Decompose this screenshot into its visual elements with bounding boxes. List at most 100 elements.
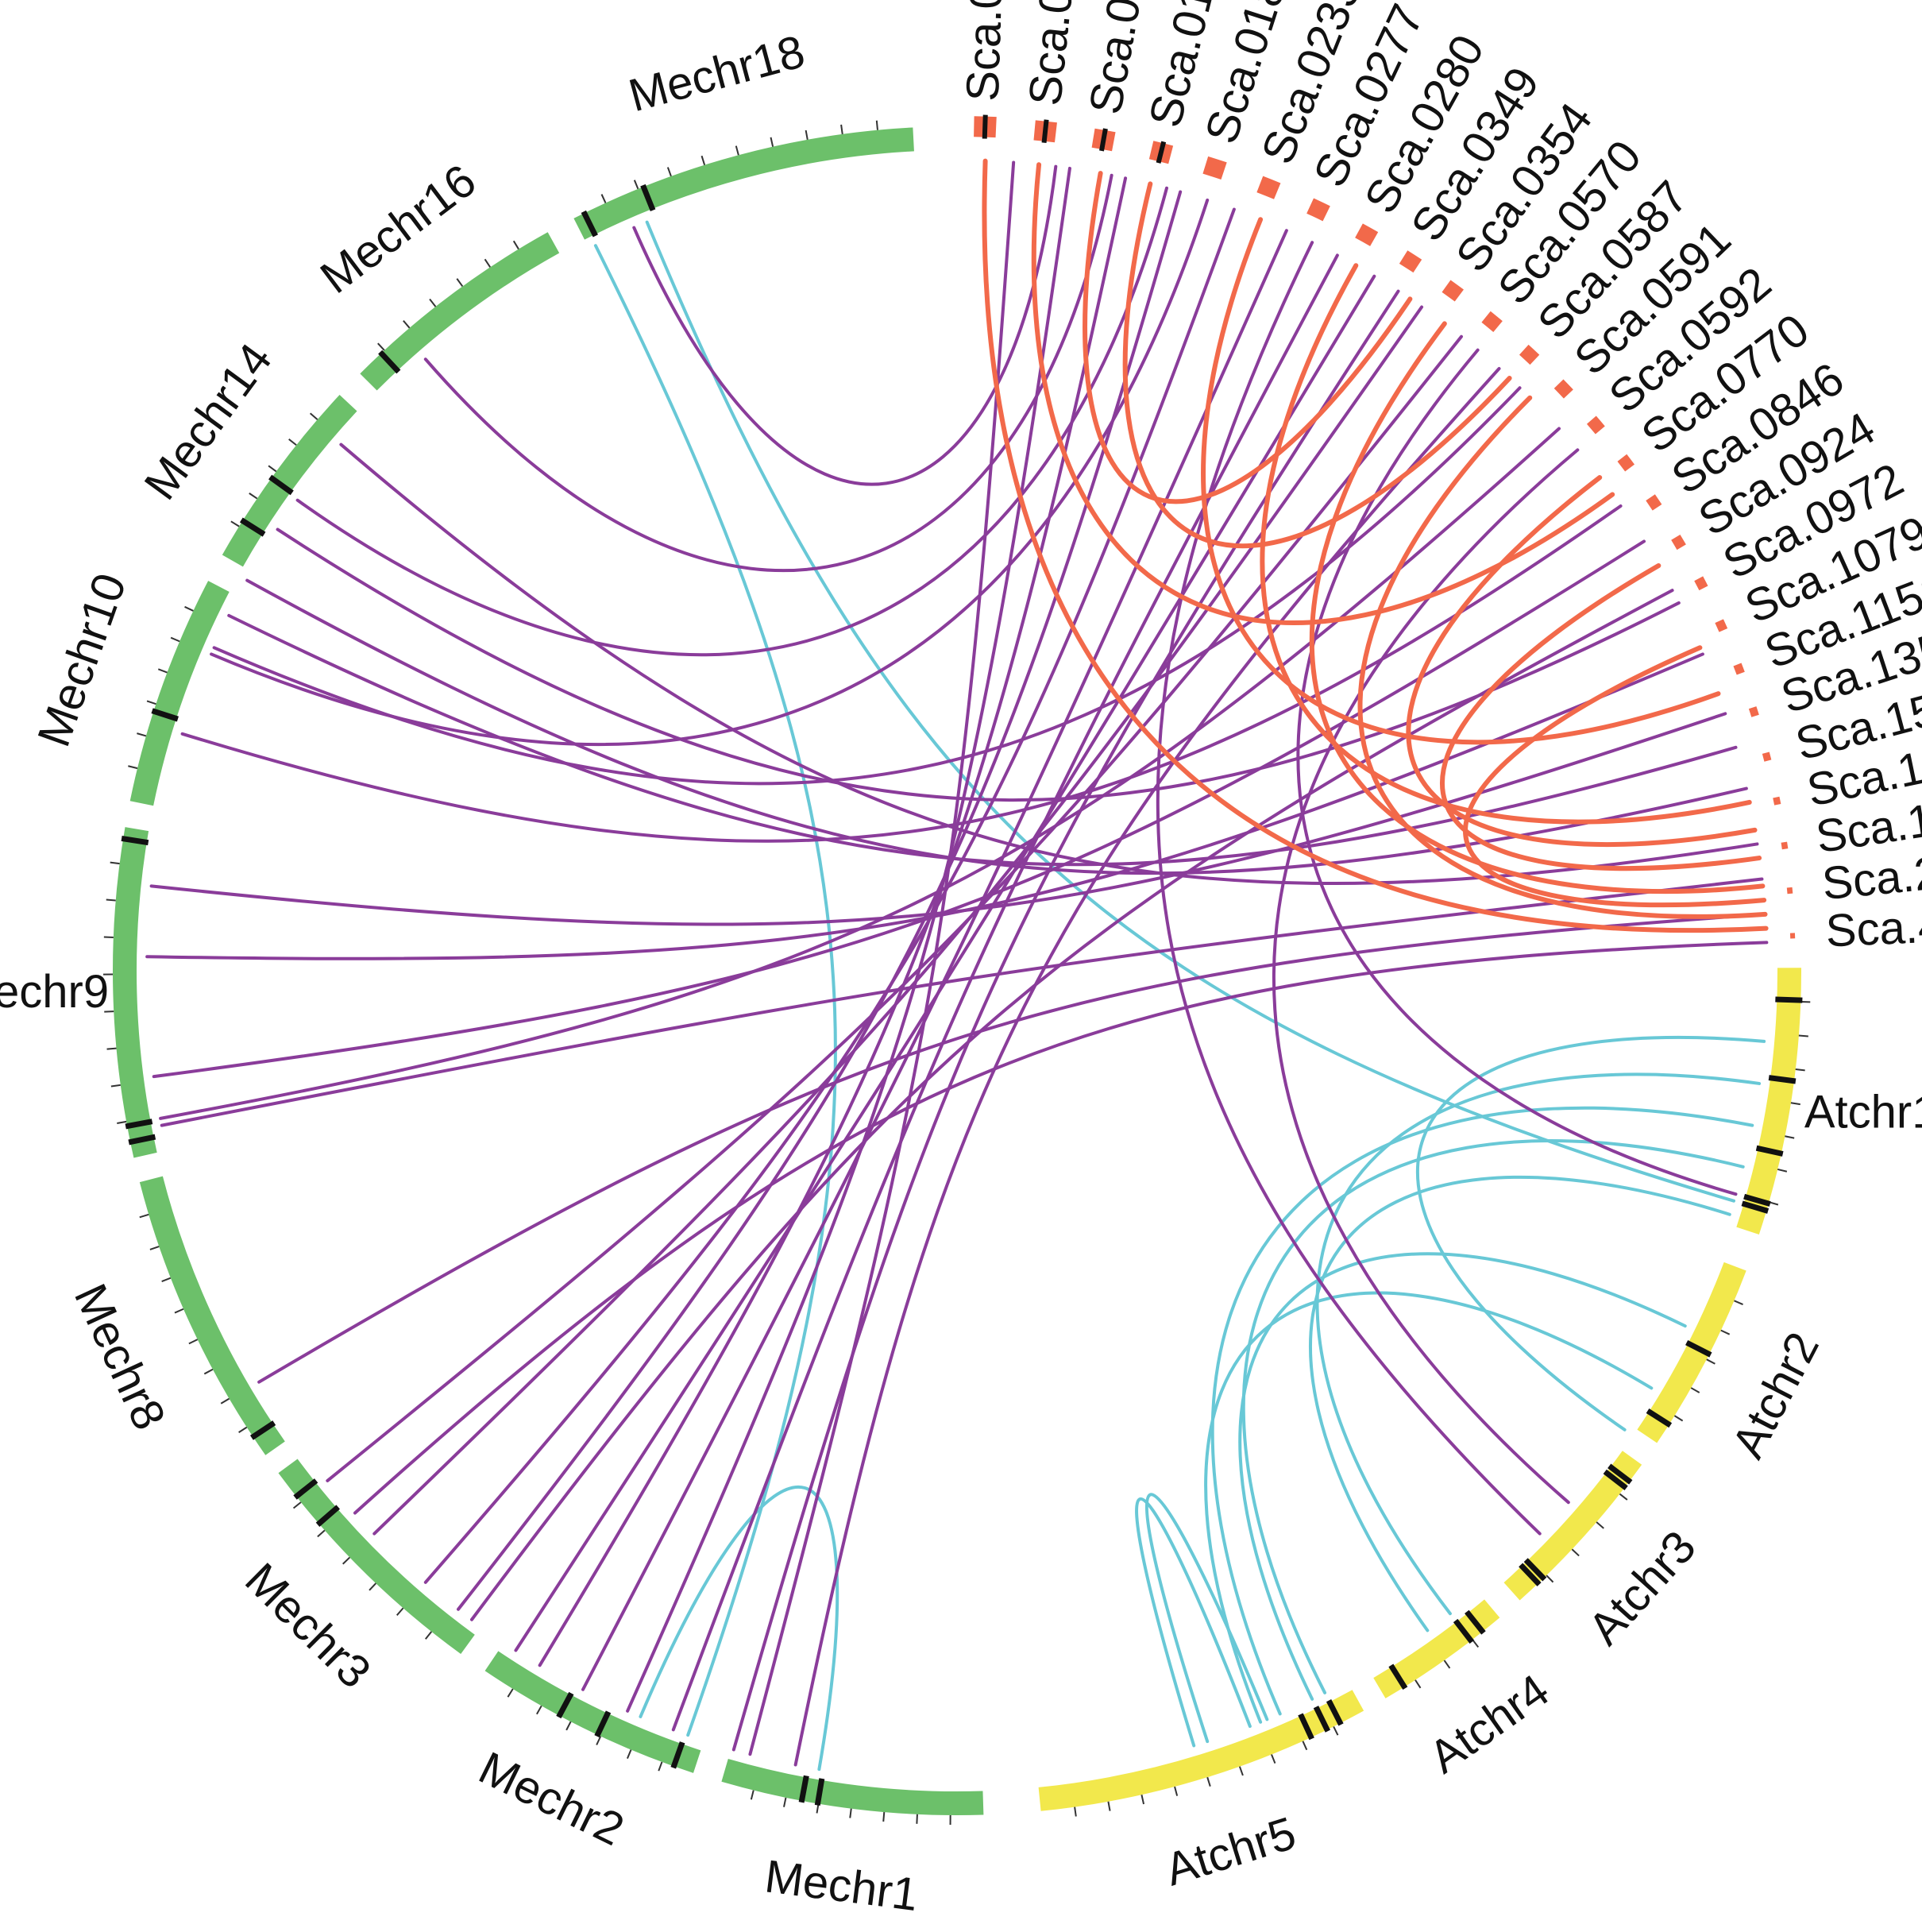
gene-marker	[315, 1505, 341, 1527]
scaffold-sca-1156	[1733, 663, 1745, 675]
segment-tick	[161, 1277, 172, 1283]
segment-tick	[1777, 1168, 1788, 1173]
segment-tick	[565, 1721, 572, 1731]
synteny-link-purple	[1272, 448, 1580, 1505]
segment-tick	[396, 1607, 404, 1616]
scaffold-sca-0233	[1256, 176, 1281, 199]
gene-marker	[1099, 128, 1108, 152]
segment-tick	[1546, 1575, 1554, 1583]
synteny-link-purple	[276, 527, 1681, 802]
gene-marker	[151, 708, 179, 722]
scaffold-sca-0570	[1481, 311, 1503, 332]
synteny-link-cyan	[1241, 1139, 1745, 1694]
gene-marker	[1603, 1469, 1628, 1491]
scaffold-sca-1079	[1715, 619, 1728, 632]
segment-tick	[626, 1749, 632, 1760]
synteny-link-purple	[180, 504, 1623, 843]
scaffold-sca-0277	[1306, 198, 1330, 222]
segment-tick	[146, 700, 156, 705]
synteny-link-cyan	[1309, 1176, 1731, 1633]
segment-tick	[596, 1736, 602, 1745]
segment-tick	[1238, 1766, 1244, 1776]
scaffold-sca-1358	[1748, 706, 1759, 717]
segment-tick	[875, 120, 878, 130]
synteny-links	[145, 158, 1769, 1772]
synteny-link-purple	[372, 305, 1424, 1536]
synteny-link-purple	[671, 253, 1339, 1732]
gene-marker	[814, 1778, 825, 1806]
synteny-link-purple	[245, 578, 1748, 875]
segment-tick	[170, 636, 180, 643]
gene-marker	[121, 835, 149, 846]
segment-tick	[174, 1308, 184, 1314]
label-atchr3: Atchr3	[1578, 1521, 1705, 1655]
scaffold-sca-0846	[1646, 494, 1662, 511]
segment-tick	[342, 1556, 351, 1565]
segment-tick	[600, 194, 607, 203]
label-atchr1: Atchr1	[1804, 1087, 1922, 1138]
segment-tick	[369, 1582, 377, 1591]
segment-tick	[106, 898, 116, 902]
label-mechr3: Mechr3	[235, 1553, 380, 1698]
synteny-link-purple	[1156, 241, 1542, 1536]
synteny-link-orange	[1309, 321, 1766, 895]
segment-tick	[735, 145, 739, 156]
segment-tick	[1206, 1776, 1211, 1787]
synteny-link-orange	[1201, 217, 1721, 745]
segment-tick	[1596, 1521, 1604, 1529]
segment-tick	[849, 1808, 852, 1818]
segment-tick	[288, 439, 297, 446]
segment-tick	[666, 167, 672, 177]
segment-tick	[1174, 1786, 1179, 1796]
synteny-link-cyan	[1135, 1497, 1252, 1748]
segment-tick	[220, 1397, 230, 1405]
segment-tick	[104, 1010, 114, 1013]
segment-tick	[1795, 1068, 1805, 1072]
gene-marker	[670, 1741, 685, 1769]
segment-atchr5	[1038, 1690, 1364, 1811]
scaffold-sca-0349	[1399, 250, 1422, 273]
synteny-link-purple	[295, 186, 1168, 657]
segment-mechr3	[278, 1459, 475, 1654]
synteny-link-orange	[1406, 475, 1758, 848]
segment-mechr14	[222, 395, 357, 567]
segment-tick	[456, 278, 464, 288]
segment-tick	[1790, 1102, 1800, 1106]
gene-marker	[249, 1420, 276, 1440]
label-atchr4: Atchr4	[1420, 1664, 1558, 1783]
segment-tick	[1333, 1725, 1339, 1736]
synteny-link-cyan	[1210, 1106, 1754, 1716]
segment-tick	[882, 1811, 886, 1822]
segment-tick	[536, 1705, 542, 1715]
synteny-link-orange	[1357, 395, 1768, 919]
segment-tick	[238, 1426, 248, 1433]
scaffold-sca-1583	[1773, 796, 1781, 806]
synteny-link-cyan	[1204, 1291, 1654, 1724]
segment-tick	[1734, 1300, 1743, 1305]
gene-marker	[1465, 1609, 1486, 1635]
segment-tick	[110, 861, 120, 865]
segment-tick	[484, 258, 492, 268]
synteny-link-purple	[1296, 348, 1738, 1196]
segment-mechr1	[721, 1758, 984, 1816]
label-atchr5: Atchr5	[1160, 1807, 1302, 1896]
segment-tick	[317, 1529, 326, 1538]
segment-mechr2	[484, 1651, 701, 1773]
synteny-link-purple	[339, 442, 1759, 886]
segment-tick	[184, 605, 194, 612]
gene-marker	[239, 517, 266, 537]
scaffold-sca-0924	[1671, 534, 1686, 551]
gene-marker	[1313, 1706, 1331, 1733]
label-sca-0043: Sca.0043	[957, 0, 1015, 102]
gene-marker	[1685, 1339, 1712, 1358]
segment-atchr1	[1736, 968, 1801, 1235]
synteny-link-orange	[1260, 263, 1752, 825]
segment-tick	[1271, 1754, 1276, 1764]
segment-tick	[149, 1246, 160, 1250]
scaffold-sca-0770	[1617, 454, 1635, 472]
segment-tick	[1706, 1358, 1716, 1365]
scaffold-sca-0587	[1519, 344, 1540, 365]
label-mechr10: Mechr10	[28, 567, 137, 753]
synteny-link-orange	[1122, 181, 1512, 549]
segment-tick	[377, 342, 385, 351]
